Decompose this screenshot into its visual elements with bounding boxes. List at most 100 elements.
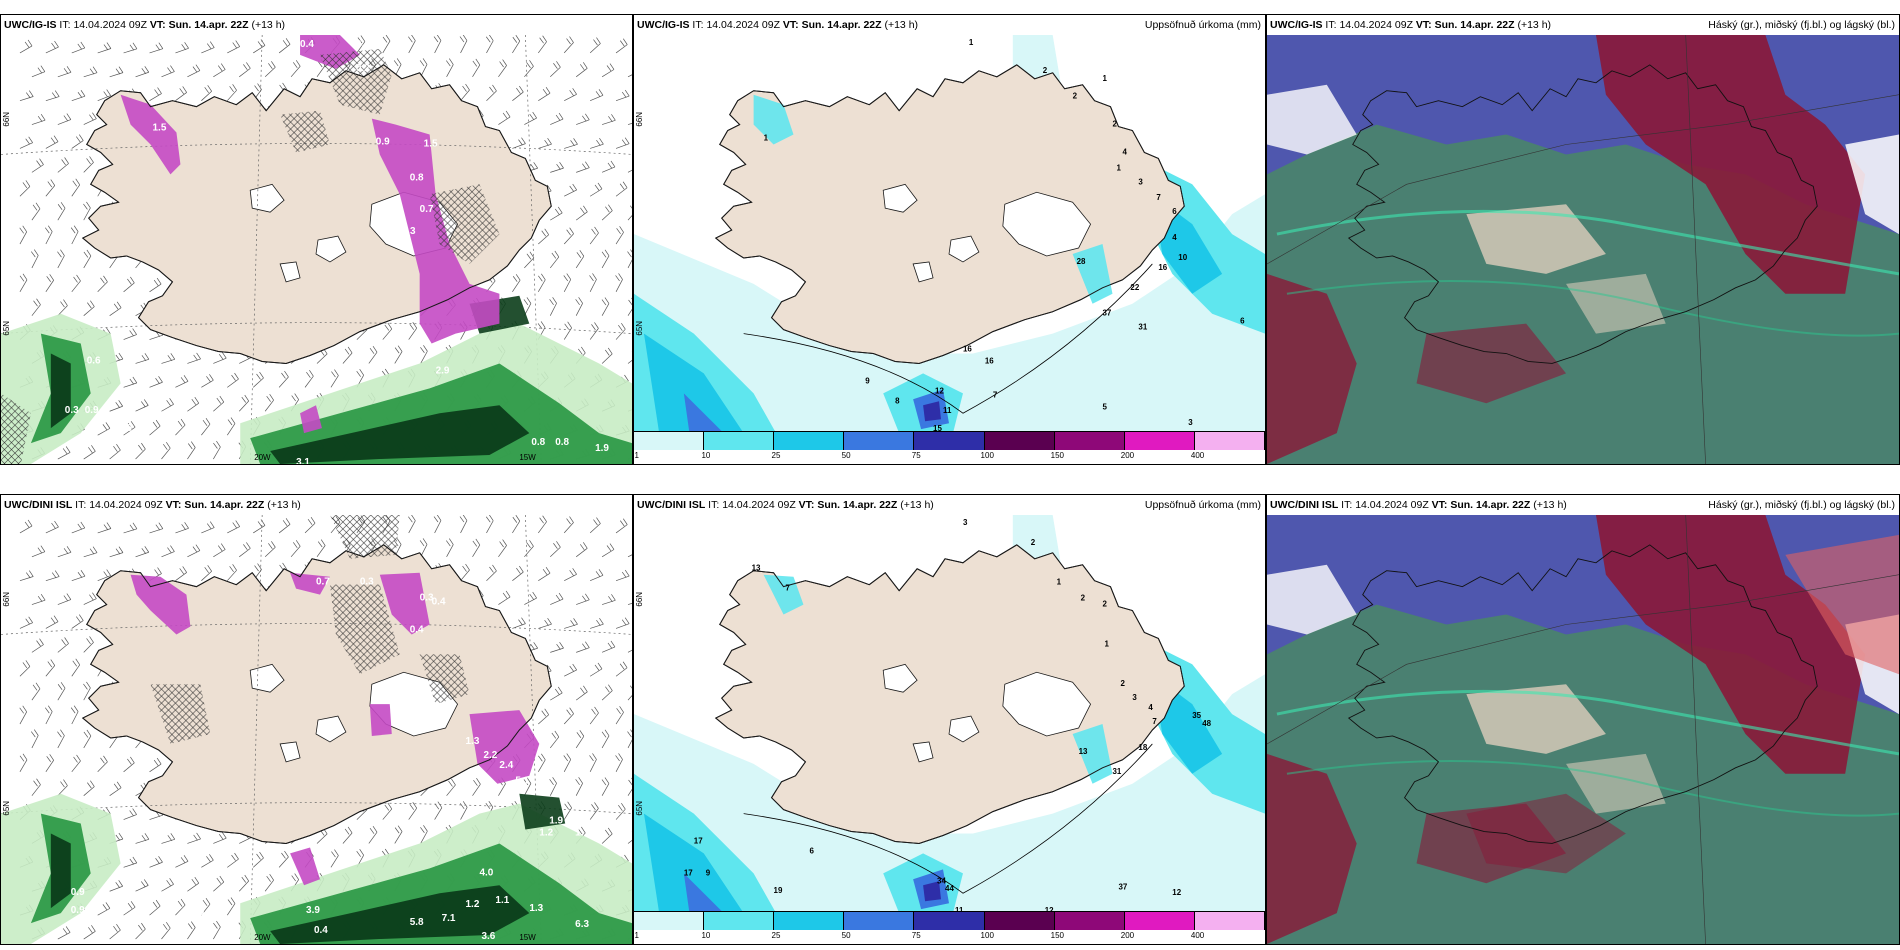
contour-line	[743, 263, 1153, 414]
clear-area	[1267, 564, 1357, 635]
legend-swatch	[774, 432, 845, 450]
value-label: 0.2	[121, 361, 135, 372]
legend-tick-label: 50	[841, 931, 851, 940]
value-label: 2.1	[31, 943, 45, 944]
value-label: 2.9	[436, 365, 450, 376]
high-cloud-area	[1595, 35, 1866, 294]
value-label: 48	[1202, 719, 1211, 728]
grid-labels: 66N 65N 20W 15W	[2, 112, 536, 462]
value-label: 12	[1172, 888, 1181, 897]
legend-tick-label: 100	[980, 451, 994, 460]
value-label: 0.1	[300, 943, 314, 944]
cloud-cover-map[interactable]	[1267, 35, 1899, 464]
legend-tick-label: 25	[771, 451, 781, 460]
high-cloud-area	[1466, 793, 1626, 874]
grid-labels: 66N 65N	[635, 592, 644, 816]
cloud-cover-map[interactable]	[1267, 515, 1899, 944]
panel-bottom-right: UWC/DINI ISL IT: 14.04.2024 09Z VT: Sun.…	[1266, 494, 1900, 945]
snow-area	[379, 572, 430, 635]
precip-value-labels: 0.7 0.30.40.30.90.41.32.22.45.11.91.2 1.10…	[31, 577, 590, 944]
value-label: 16	[1158, 263, 1167, 272]
lat-label: 66N	[2, 592, 11, 607]
value-label: 5.8	[410, 917, 424, 928]
lead-time: (+13 h)	[251, 19, 286, 31]
valid-label: VT:	[782, 19, 799, 31]
value-label: 1.1	[575, 828, 589, 839]
clear-area	[1845, 134, 1899, 235]
legend-ticks: 1 10 25 50 75 100 150 200 400	[634, 931, 1265, 943]
panel-header: UWC/IG-IS IT: 14.04.2024 09Z VT: Sun. 14…	[634, 15, 1265, 35]
legend-tick-label: 150	[1050, 451, 1065, 460]
value-label: 7	[1156, 193, 1161, 202]
low-cloud-edge	[1276, 689, 1899, 756]
accumulated-precip-map[interactable]: 1221213764101622313716161211152864987543…	[634, 35, 1265, 464]
model-name: UWC/IG-IS	[4, 19, 57, 31]
wind-precip-map[interactable]: 0.7 0.3 0.4 0.3 0.9 0.4 1.3 2.2 2.4 5.1 1.9 1.2 1.1 0…	[1, 515, 632, 944]
accumulated-precip-map[interactable]: 3212137212347183548311317179619344411123…	[634, 515, 1265, 944]
value-label: 6	[1172, 207, 1177, 216]
precip-area	[270, 885, 530, 944]
value-label: 28	[1077, 257, 1086, 266]
value-label: 4	[1122, 147, 1127, 156]
value-label: 0.4	[300, 39, 314, 50]
legend-tick-label: 1	[634, 451, 640, 460]
value-label: 0.7	[127, 423, 141, 434]
value-label: 44	[945, 884, 954, 893]
value-label: 2	[1031, 538, 1036, 547]
partly-clear-area	[1566, 273, 1666, 334]
grid-labels: 66N 65N	[635, 112, 644, 336]
low-cloud-edge	[1286, 280, 1899, 337]
model-name: UWC/IG-IS	[637, 19, 690, 31]
value-label: 0.8	[410, 172, 424, 183]
legend-tick-label: 150	[1050, 931, 1065, 940]
value-label: 0.9	[376, 136, 390, 147]
precip-area	[634, 674, 1265, 944]
lon-label: 20W	[254, 933, 271, 942]
lead-time: (+13 h)	[1517, 19, 1552, 31]
snow-area	[120, 94, 181, 175]
lead-time: (+13 h)	[1533, 499, 1567, 511]
value-label: 4.0	[587, 463, 601, 464]
lat-label: 66N	[635, 112, 644, 127]
init-label: IT:	[1325, 19, 1337, 31]
value-label: 0.9	[111, 413, 125, 424]
contour-line	[1267, 94, 1899, 265]
contour-line	[1685, 35, 1706, 464]
value-label: 13	[752, 564, 761, 573]
high-cloud-area	[1267, 753, 1357, 944]
high-cloud-area	[1785, 534, 1899, 675]
contour-line	[743, 743, 1153, 894]
legend-swatch	[634, 432, 705, 450]
value-label: 17	[694, 836, 703, 845]
legend-ticks: 1 10 25 50 75 100 150 200 400	[634, 451, 1265, 463]
product-title: Háský (gr.), miðský (fj.bl.) og lágský (…	[1708, 19, 1895, 31]
wind-precip-map[interactable]: 0.4 0.4 0.2 1.5 0.9 1.5 0.8 0.7 0.3 2.9 0.6 0.2 0.3 0…	[1, 35, 632, 464]
value-label: 1.0	[190, 907, 204, 918]
legend-tick-label: 400	[1190, 451, 1205, 460]
value-label: 3.9	[306, 905, 320, 916]
value-label: 1	[1116, 163, 1121, 172]
snow-area	[290, 847, 320, 886]
panel-header: UWC/DINI ISL IT: 14.04.2024 09Z VT: Sun.…	[634, 495, 1265, 515]
value-label: 34	[937, 876, 946, 885]
precip-legend: 1 10 25 50 75 100 150 200 400	[634, 431, 1265, 464]
value-label: 35	[1192, 711, 1201, 720]
value-label: 2	[1073, 92, 1078, 101]
value-label: 1	[1105, 639, 1110, 648]
panel-top-middle: UWC/IG-IS IT: 14.04.2024 09Z VT: Sun. 14…	[633, 14, 1266, 465]
value-label: 2	[1043, 66, 1048, 75]
value-label: 0.3	[65, 405, 79, 416]
value-label: 3.1	[296, 457, 310, 464]
value-label: 2	[1103, 600, 1108, 609]
model-name: UWC/DINI ISL	[4, 499, 73, 511]
value-label: 1.9	[549, 816, 563, 827]
value-label: 0.9	[85, 405, 99, 416]
lon-label: 15W	[519, 933, 536, 942]
value-label: 1.9	[595, 443, 609, 454]
snow-area	[369, 704, 392, 736]
high-cloud-area	[1595, 515, 1866, 774]
model-name: UWC/DINI ISL	[637, 499, 706, 511]
lat-label: 65N	[2, 801, 11, 816]
value-label: 11	[943, 406, 952, 415]
valid-label: VT:	[1431, 499, 1448, 511]
